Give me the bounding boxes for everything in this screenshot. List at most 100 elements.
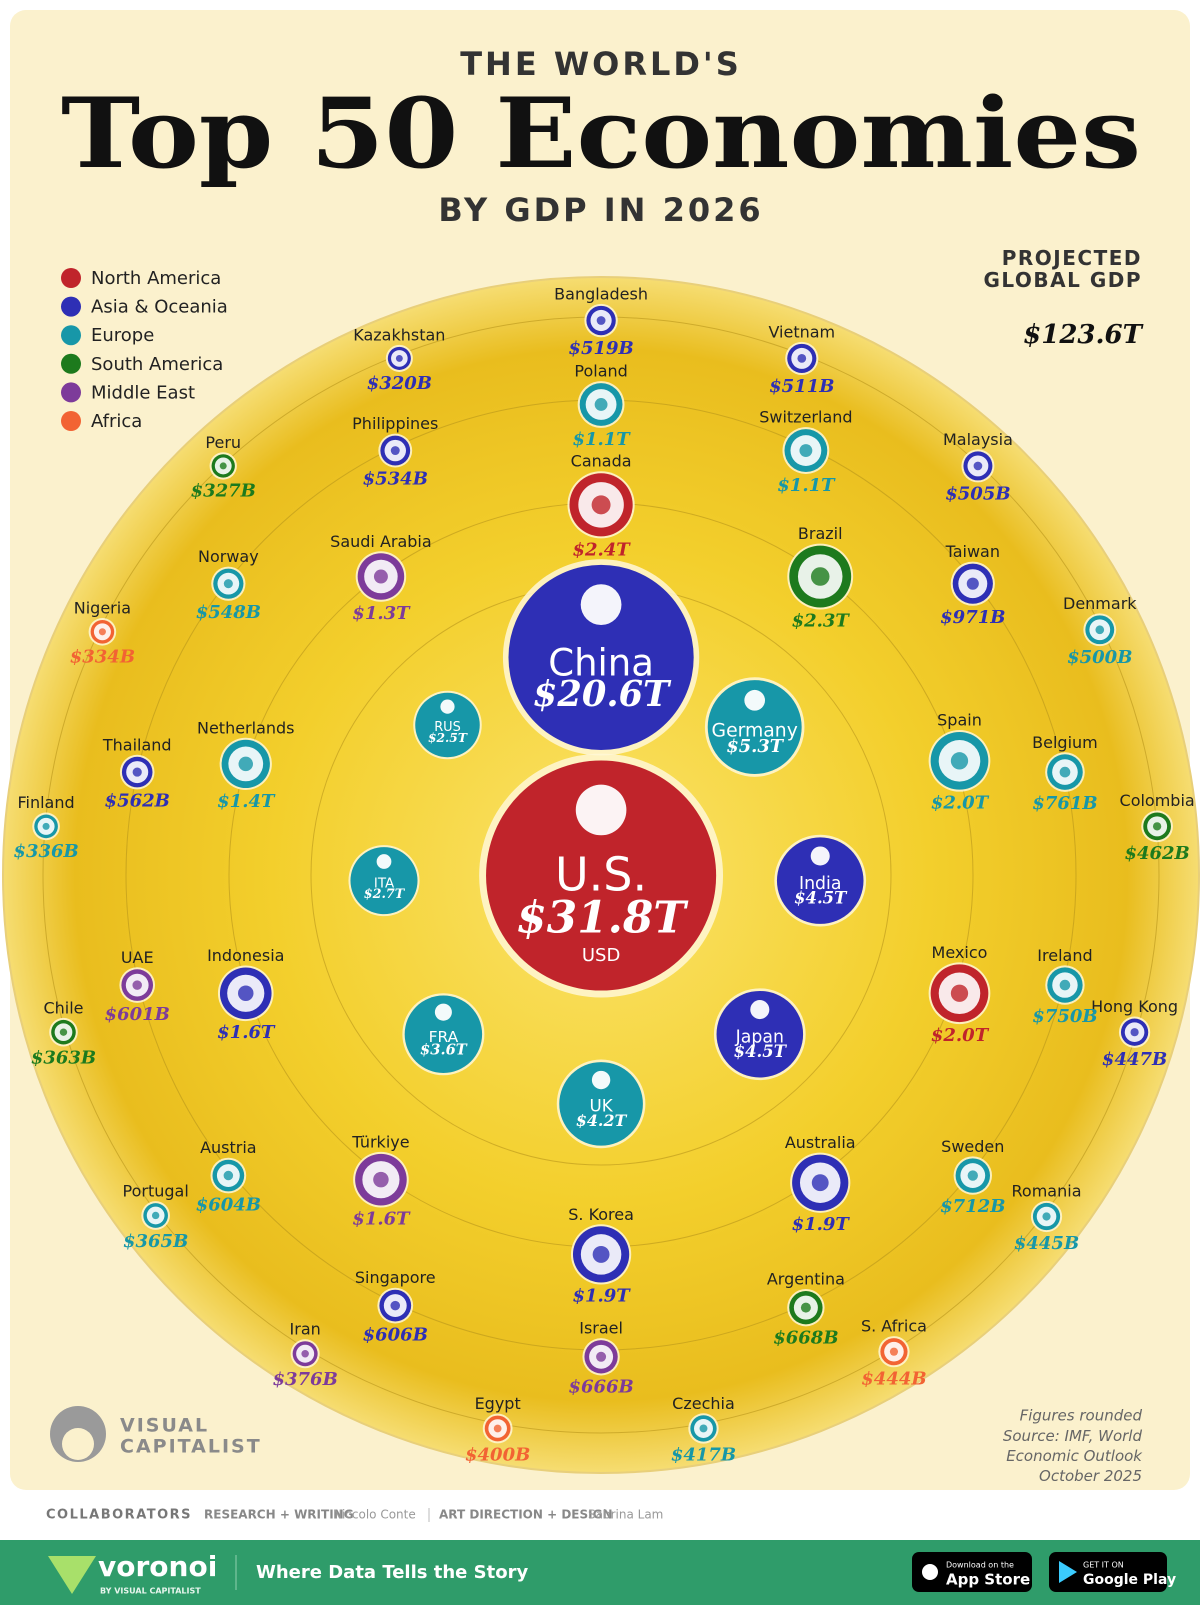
value-label: $1.1T [572, 429, 631, 450]
value-label: $971B [940, 607, 1005, 628]
country-name: Vietnam [768, 322, 835, 341]
credits-heading: COLLABORATORS [46, 1508, 192, 1523]
button-small: Download on the [946, 1561, 1014, 1570]
button-big: Google Play [1083, 1572, 1176, 1588]
legend-label: South America [91, 354, 223, 375]
legend: North America Asia & Oceania Europe South A… [61, 268, 228, 432]
legend-label: North America [91, 268, 221, 289]
flag-center [1152, 822, 1162, 831]
flag-center [592, 1245, 610, 1263]
source: Source: IMF, World Economic Outlook Octobe… [1003, 1427, 1143, 1485]
country-name: Bangladesh [554, 284, 648, 303]
country-name: Philippines [352, 414, 438, 433]
voronoi-mark [48, 1556, 96, 1594]
country-name: Australia [785, 1133, 856, 1152]
country-name: Czechia [672, 1394, 735, 1413]
value-label: $2.0T [931, 793, 990, 814]
legend-swatch [61, 325, 81, 346]
country-name: Norway [198, 547, 259, 566]
flag [744, 689, 766, 711]
value-label: $20.6T [533, 674, 672, 715]
value-label: $2.7T [364, 887, 406, 902]
country-name: Spain [937, 710, 982, 729]
country-name: Netherlands [197, 718, 295, 737]
google-play-button[interactable] [1049, 1552, 1167, 1592]
value-label: $1.3T [352, 603, 411, 624]
flag-center [223, 1170, 234, 1181]
value-label: $1.6T [352, 1208, 411, 1229]
flag-center [799, 444, 813, 457]
value-label: $2.5T [428, 730, 468, 745]
flag [580, 584, 622, 626]
country-name: India [799, 874, 841, 894]
flag [376, 854, 392, 869]
value-label: $444B [861, 1368, 926, 1389]
value-label: $511B [769, 376, 834, 397]
country-name: Indonesia [207, 946, 284, 965]
value-label: $336B [13, 841, 78, 862]
currency-note: USD [582, 945, 620, 966]
value-label: $1.6T [217, 1022, 276, 1043]
flag-center [42, 822, 50, 830]
value-label: $1.4T [217, 791, 276, 812]
value-label: $320B [367, 373, 432, 394]
country-name: Poland [574, 362, 627, 381]
flag-center [950, 752, 969, 770]
value-label: $668B [773, 1327, 838, 1348]
country-name: Argentina [767, 1269, 845, 1288]
flag-center [591, 495, 611, 515]
flag-center [223, 579, 233, 589]
country-name: Romania [1012, 1181, 1082, 1200]
app-store-button[interactable] [912, 1552, 1032, 1592]
value-label: $519B [568, 338, 633, 359]
country-name: ITA [374, 876, 395, 891]
value-label: $365B [123, 1231, 188, 1252]
country-name: Thailand [102, 735, 172, 754]
total-label: PROJECTED GLOBAL GDP [983, 246, 1142, 292]
country-name: Saudi Arabia [330, 532, 432, 551]
flag [750, 1000, 770, 1020]
flag-center [966, 577, 979, 590]
bubble [707, 680, 802, 775]
country-name: Chile [43, 998, 83, 1017]
country-name: Sweden [941, 1137, 1004, 1156]
flag-center [219, 462, 227, 470]
value-label: $2.3T [792, 610, 851, 631]
value-label: $601B [105, 1004, 170, 1025]
credit-role: ART DIRECTION + DESIGN [439, 1508, 612, 1522]
value-label: $1.9T [572, 1286, 631, 1307]
value-label: $334B [70, 647, 135, 668]
country-name: Denmark [1063, 594, 1137, 613]
button-small: GET IT ON [1083, 1561, 1124, 1570]
country-name: Malaysia [943, 430, 1013, 449]
country-name: RUS [434, 720, 461, 735]
value-label: $750B [1032, 1006, 1097, 1027]
value-label: $327B [191, 481, 256, 502]
value-label: $604B [196, 1194, 261, 1215]
value-label: $4.5T [734, 1042, 788, 1061]
flag-center [238, 756, 254, 772]
legend-swatch [61, 268, 81, 288]
country-name: Japan [735, 1028, 784, 1048]
value-label: $761B [1032, 793, 1097, 814]
value-label: $1.9T [792, 1214, 851, 1235]
flag-center [390, 446, 400, 456]
value-label: $462B [1124, 843, 1189, 864]
country-name: Belgium [1032, 733, 1098, 752]
country-name: Brazil [798, 524, 843, 543]
legend-label: Asia & Oceania [91, 297, 228, 318]
flag-center [967, 1170, 978, 1181]
bubble [486, 760, 717, 991]
flag-center [1095, 625, 1105, 635]
play-icon [1059, 1561, 1077, 1583]
value-label: $31.8T [516, 893, 689, 944]
flag-center [132, 767, 142, 777]
flag-center [132, 980, 142, 990]
tagline: Where Data Tells the Story [256, 1562, 528, 1583]
flag-center [889, 1347, 899, 1356]
flag-center [596, 316, 606, 325]
value-label: $505B [945, 483, 1010, 504]
bubble [559, 1062, 643, 1146]
country-name: Singapore [355, 1268, 436, 1287]
